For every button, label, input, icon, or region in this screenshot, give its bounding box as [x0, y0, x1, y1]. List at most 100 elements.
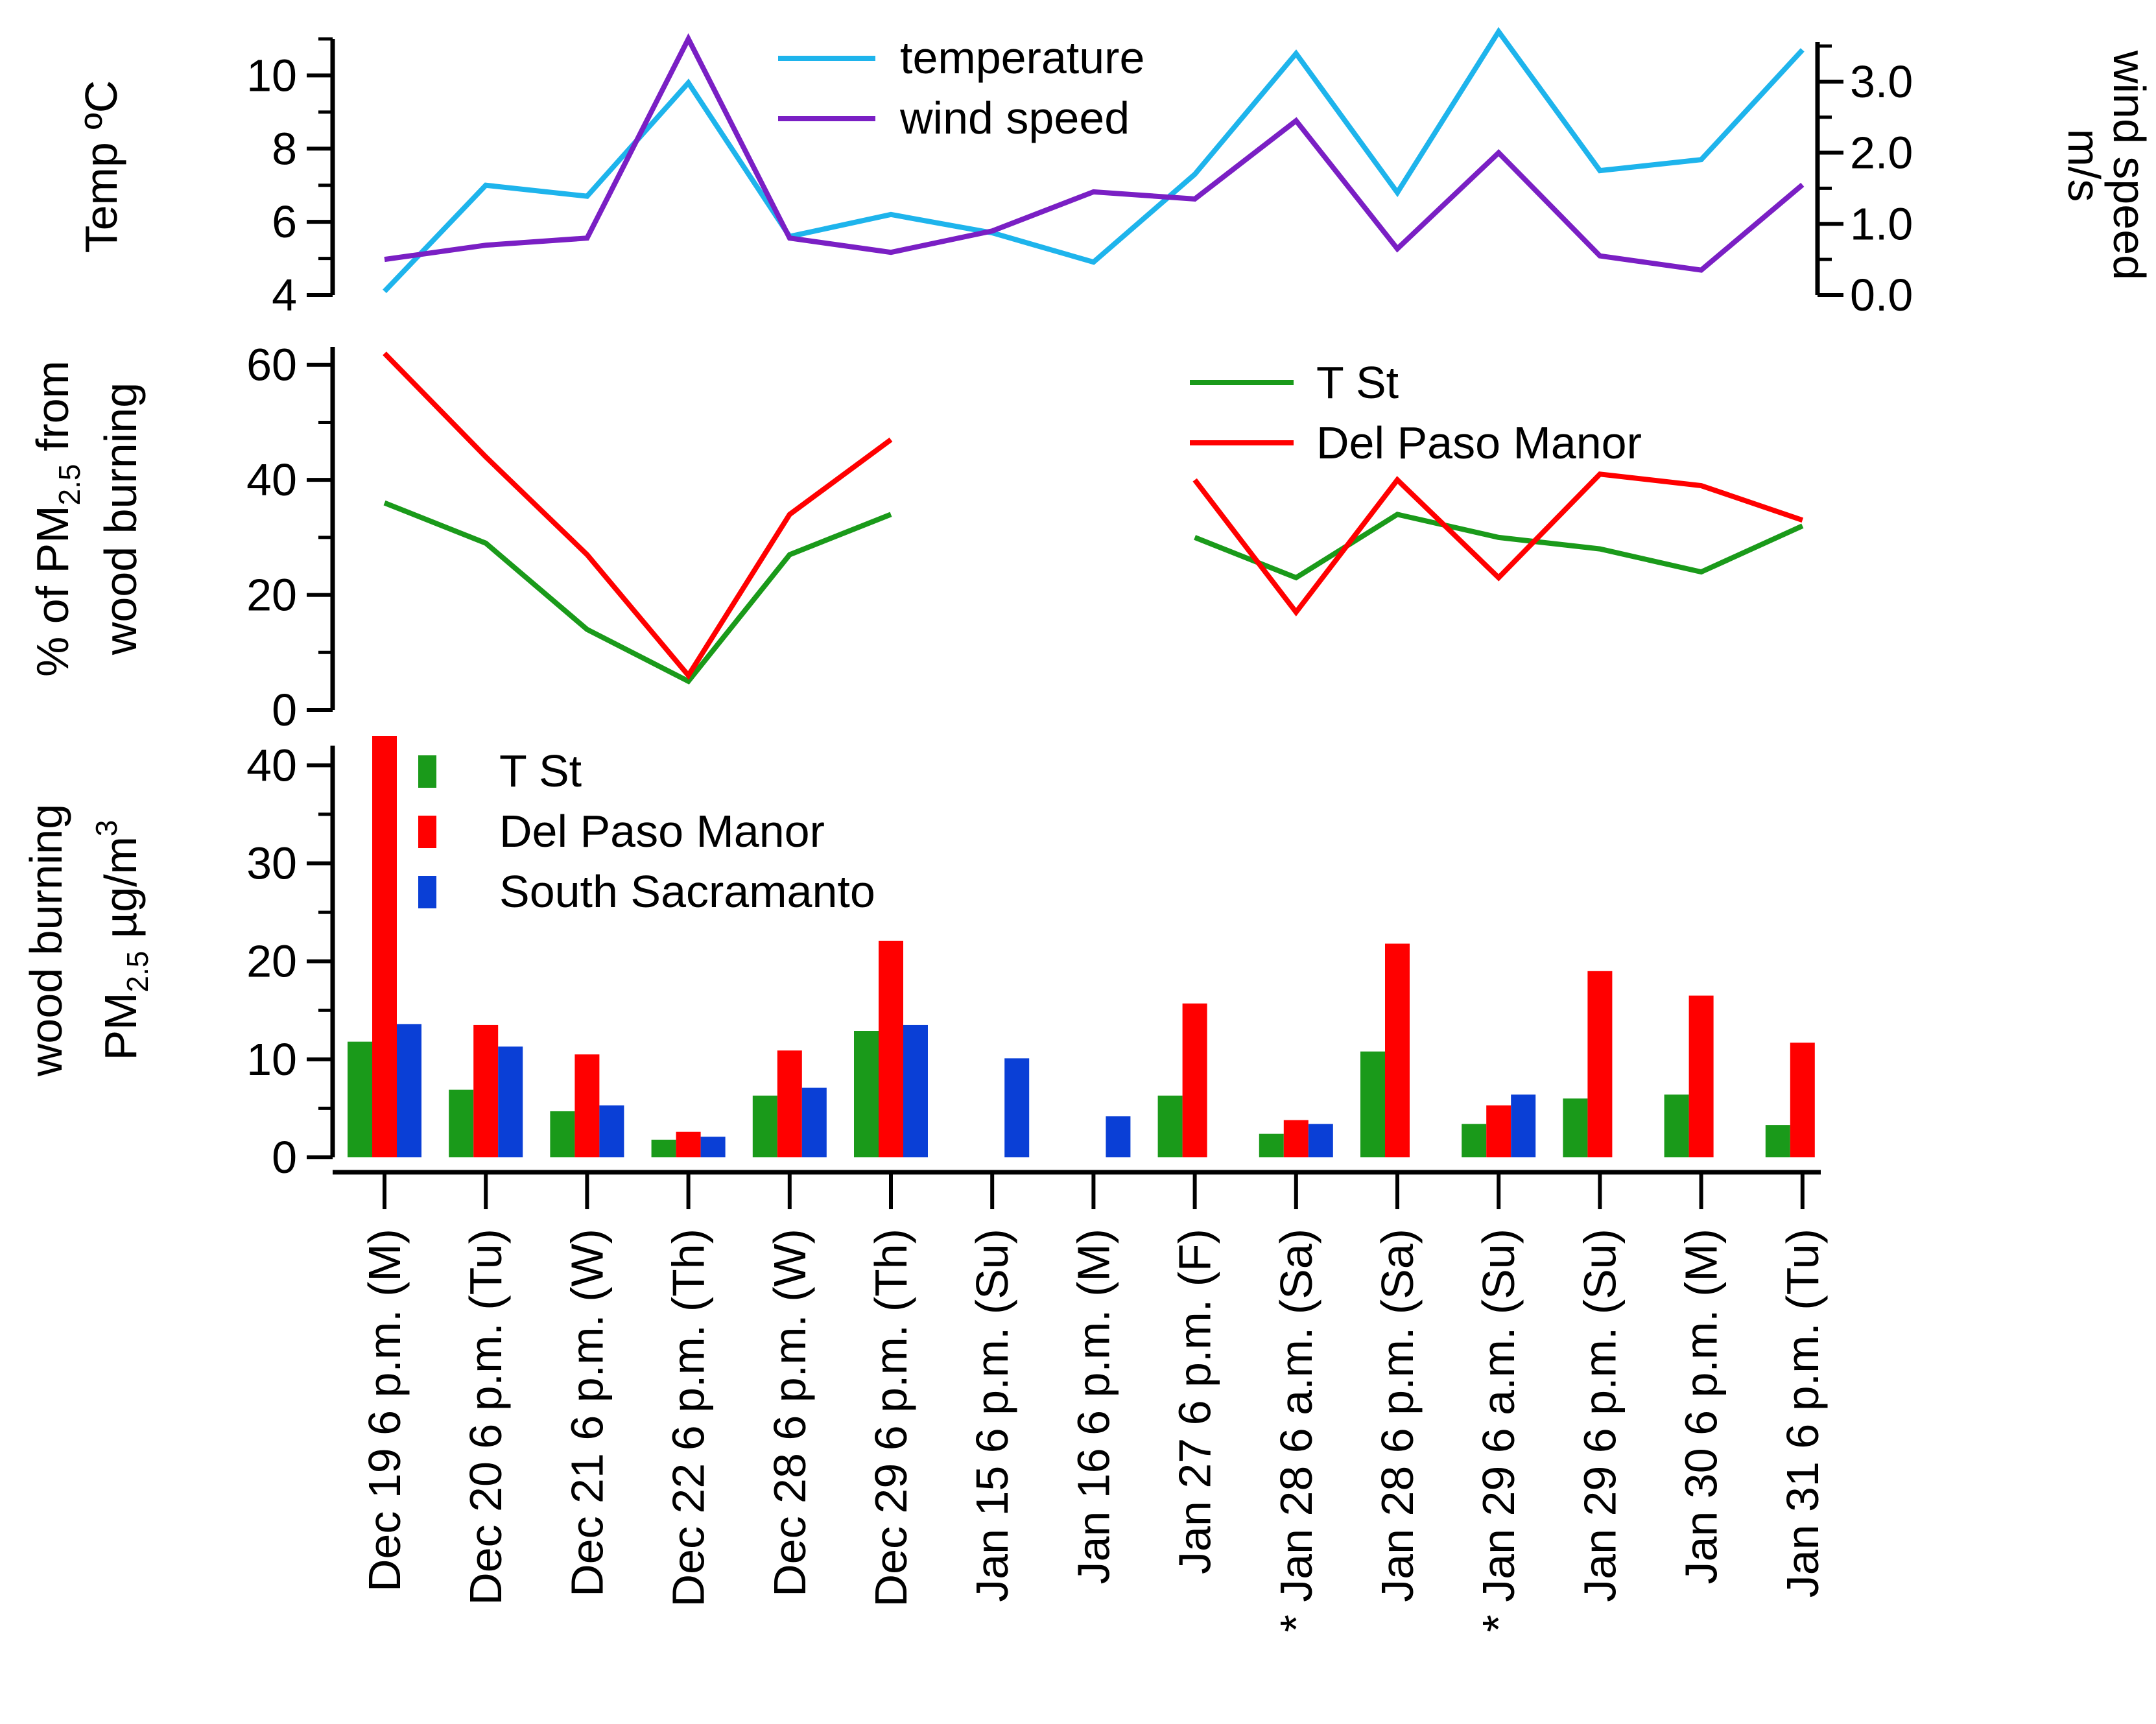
x-tick-label: * Jan 29 6 a.m. (Su) [1473, 1229, 1524, 1633]
bar-axis-tick-label: 30 [246, 838, 297, 889]
t-st-bar [1259, 1133, 1284, 1157]
del-paso-manor-bar [575, 1054, 600, 1157]
t-st-bar [550, 1111, 575, 1157]
t-st-bar [1360, 1051, 1385, 1157]
south-sacramento-bar [700, 1137, 726, 1157]
percent-axis-label-line2: wood burning [95, 383, 146, 655]
del-paso-manor-bar [1790, 1043, 1815, 1157]
x-tick-label: Dec 21 6 p.m. (W) [562, 1229, 612, 1597]
x-tick-label: Jan 29 6 p.m. (Su) [1574, 1229, 1625, 1602]
wind-axis-label-line1: wind speed [2104, 50, 2155, 280]
temp-axis-tick-label: 10 [246, 50, 297, 100]
percent-axis-label-line1: % of PM2.5 from [27, 360, 86, 677]
temp-axis-tick-label: 8 [272, 123, 297, 174]
bar-axis-label-line1: wood burning [21, 804, 71, 1077]
t-st-bar [449, 1089, 474, 1157]
x-tick-label: Dec 22 6 p.m. (Th) [663, 1229, 714, 1607]
south-sacramento-bar [599, 1105, 624, 1157]
percent-axis-tick-label: 0 [272, 685, 297, 735]
south-sacramento-bar [801, 1087, 827, 1157]
del-paso-manor-bar [879, 940, 903, 1157]
temperature-line [383, 27, 1805, 294]
x-tick-label: Dec 20 6 p.m. (Tu) [460, 1229, 511, 1605]
wind-axis-tick-label: 2.0 [1850, 128, 1913, 178]
legend-del-paso-manor-bar-label: Del Paso Manor [499, 806, 825, 856]
bar-axis-label-sup: 3 [89, 820, 123, 836]
x-tick-label: Dec 28 6 p.m. (W) [764, 1229, 815, 1597]
south-sacramento-bar [1308, 1124, 1333, 1157]
percent-axis-tick-label: 40 [246, 455, 297, 505]
bar-axis-label-part: PM [95, 993, 146, 1061]
bar-axis-label-line2: PM2.5 µg/m3 [89, 820, 154, 1060]
south-sacramento-bar [498, 1046, 523, 1157]
legend-del-paso-manor-bar-swatch [418, 816, 436, 848]
wind-axis-tick-label: 1.0 [1850, 198, 1913, 249]
wind-axis-tick-label: 3.0 [1850, 56, 1913, 107]
x-tick-label: * Jan 28 6 a.m. (Sa) [1271, 1229, 1321, 1633]
x-tick-label: Jan 31 6 p.m. (Tu) [1777, 1229, 1828, 1598]
south-sacramento-bar [1511, 1094, 1536, 1157]
legend-t-st-bar-swatch [418, 755, 436, 788]
wind-axis-label-line2: m/s [2059, 129, 2109, 202]
bar-axis-tick-label: 0 [272, 1132, 297, 1183]
percent-axis-tick-label: 60 [246, 340, 297, 390]
legend-t-st-bar-label: T St [499, 746, 582, 796]
x-tick-label: Dec 29 6 p.m. (Th) [866, 1229, 916, 1607]
del-paso-manor-bar [1688, 995, 1714, 1157]
percent-axis-label-sub: 2.5 [53, 464, 86, 505]
legend-temperature-label: temperature [900, 32, 1144, 83]
south-sacramento-bar [1004, 1058, 1030, 1157]
x-tick-label: Jan 28 6 p.m. (Sa) [1372, 1229, 1423, 1602]
t-st-percent-line [383, 500, 892, 685]
x-tick-label: Jan 30 6 p.m. (M) [1676, 1229, 1727, 1585]
legend-del-paso-manor-line-label: Del Paso Manor [1316, 418, 1642, 468]
t-st-bar [854, 1031, 879, 1157]
x-tick-label: Jan 15 6 p.m. (Su) [967, 1229, 1017, 1602]
t-st-bar [348, 1041, 372, 1157]
del-paso-manor-bar [1486, 1105, 1511, 1157]
t-st-bar [1563, 1098, 1588, 1157]
t-st-percent-line [1194, 512, 1804, 581]
del-paso-manor-bar [1587, 971, 1613, 1157]
legend-south-sacramento-bar-label: South Sacramanto [499, 866, 875, 917]
x-axis: Dec 19 6 p.m. (M) Dec 20 6 p.m. (Tu) Dec 2… [333, 1170, 1828, 1633]
x-tick-label: Jan 16 6 p.m. (M) [1068, 1229, 1119, 1585]
south-sacramento-bar [397, 1024, 421, 1157]
percent-axis-label-part: from [27, 360, 78, 464]
x-tick-label: Jan 27 6 p.m. (F) [1170, 1229, 1220, 1574]
del-paso-manor-bar [1385, 943, 1410, 1157]
t-st-bar [651, 1139, 676, 1157]
del-paso-manor-bar [1283, 1120, 1309, 1157]
legend-wind-speed-label: wind speed [899, 93, 1130, 143]
del-paso-manor-percent-line [1192, 471, 1804, 617]
south-sacramento-bar [1106, 1116, 1131, 1157]
del-paso-manor-bar [473, 1024, 499, 1157]
percent-axis-label-part: % of PM [27, 505, 78, 677]
bar-axis-tick-label: 10 [246, 1034, 297, 1085]
temp-axis-tick-label: 4 [272, 270, 297, 320]
x-tick-label: Dec 19 6 p.m. (M) [359, 1229, 410, 1592]
bar-axis-tick-label: 20 [246, 936, 297, 987]
del-paso-manor-bar [372, 736, 397, 1157]
wood-burning-bar-panel: 0 10 20 30 40 wood burning PM2.5 µg/m3 T St Del … [21, 736, 1815, 1183]
bar-axis-label-part: µg/m [95, 836, 146, 951]
t-st-bar [1462, 1124, 1487, 1157]
t-st-bar [752, 1095, 777, 1157]
temp-axis-tick-label: 6 [272, 196, 297, 247]
del-paso-manor-bar [777, 1050, 802, 1157]
bar-axis-label-sub: 2.5 [121, 951, 154, 993]
wind-axis-label: wind speedm/s [2059, 50, 2155, 280]
legend-t-st-line-label: T St [1316, 357, 1399, 408]
legend-south-sacramento-bar-swatch [418, 876, 436, 908]
south-sacramento-bar [903, 1024, 928, 1157]
t-st-bar [1157, 1095, 1183, 1157]
bar-axis-tick-label: 40 [246, 740, 297, 790]
wind-axis-tick-label: 0.0 [1850, 270, 1913, 320]
t-st-bar [1664, 1094, 1689, 1157]
wind-speed-line [384, 33, 1805, 273]
del-paso-manor-bar [1182, 1003, 1207, 1157]
temp-axis-label: Temp ºC [76, 80, 126, 254]
